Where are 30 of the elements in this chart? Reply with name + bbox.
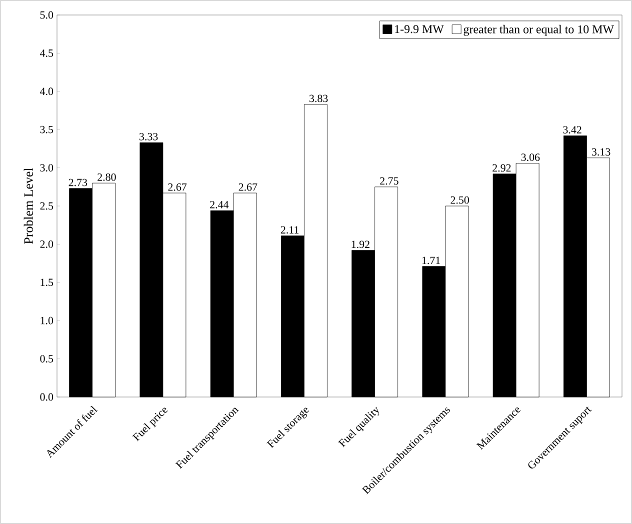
data-label: 2.50 xyxy=(450,196,469,204)
y-tick-label: 4.5 xyxy=(40,50,54,57)
y-axis-title: Problem Level xyxy=(24,168,33,244)
data-label: 2.67 xyxy=(168,183,187,191)
y-tick-label: 0.5 xyxy=(40,355,54,363)
data-label: 2.75 xyxy=(380,177,398,185)
data-label: 2.80 xyxy=(98,173,116,181)
data-label: 2.92 xyxy=(492,164,511,172)
y-tick-label: 3.0 xyxy=(40,164,54,172)
data-label: 2.73 xyxy=(68,178,88,186)
data-label: 1.92 xyxy=(352,240,370,248)
y-tick-label: 5.0 xyxy=(40,11,54,19)
y-tick-label: 1.0 xyxy=(40,316,54,324)
data-label: 3.06 xyxy=(521,154,540,162)
data-label: 3.13 xyxy=(592,148,610,156)
data-label: 2.67 xyxy=(238,183,258,191)
legend-label: 1-9.9 MW xyxy=(395,25,444,34)
data-label: 3.42 xyxy=(563,126,582,134)
data-label: 3.33 xyxy=(140,132,158,140)
y-tick-label: 3.5 xyxy=(40,126,54,134)
data-label: 2.11 xyxy=(280,226,299,234)
data-label: 2.44 xyxy=(210,200,229,208)
legend-label: greater than or equal to 10 MW xyxy=(464,24,614,36)
y-tick-label: 2.5 xyxy=(40,202,54,210)
y-tick-label: 4.0 xyxy=(40,88,54,96)
data-label: 1.71 xyxy=(422,256,440,264)
y-tick-label: 1.5 xyxy=(40,278,54,286)
y-tick-label: 0.0 xyxy=(40,393,54,401)
data-label: 3.83 xyxy=(310,94,328,102)
y-tick-label: 2.0 xyxy=(40,240,54,248)
